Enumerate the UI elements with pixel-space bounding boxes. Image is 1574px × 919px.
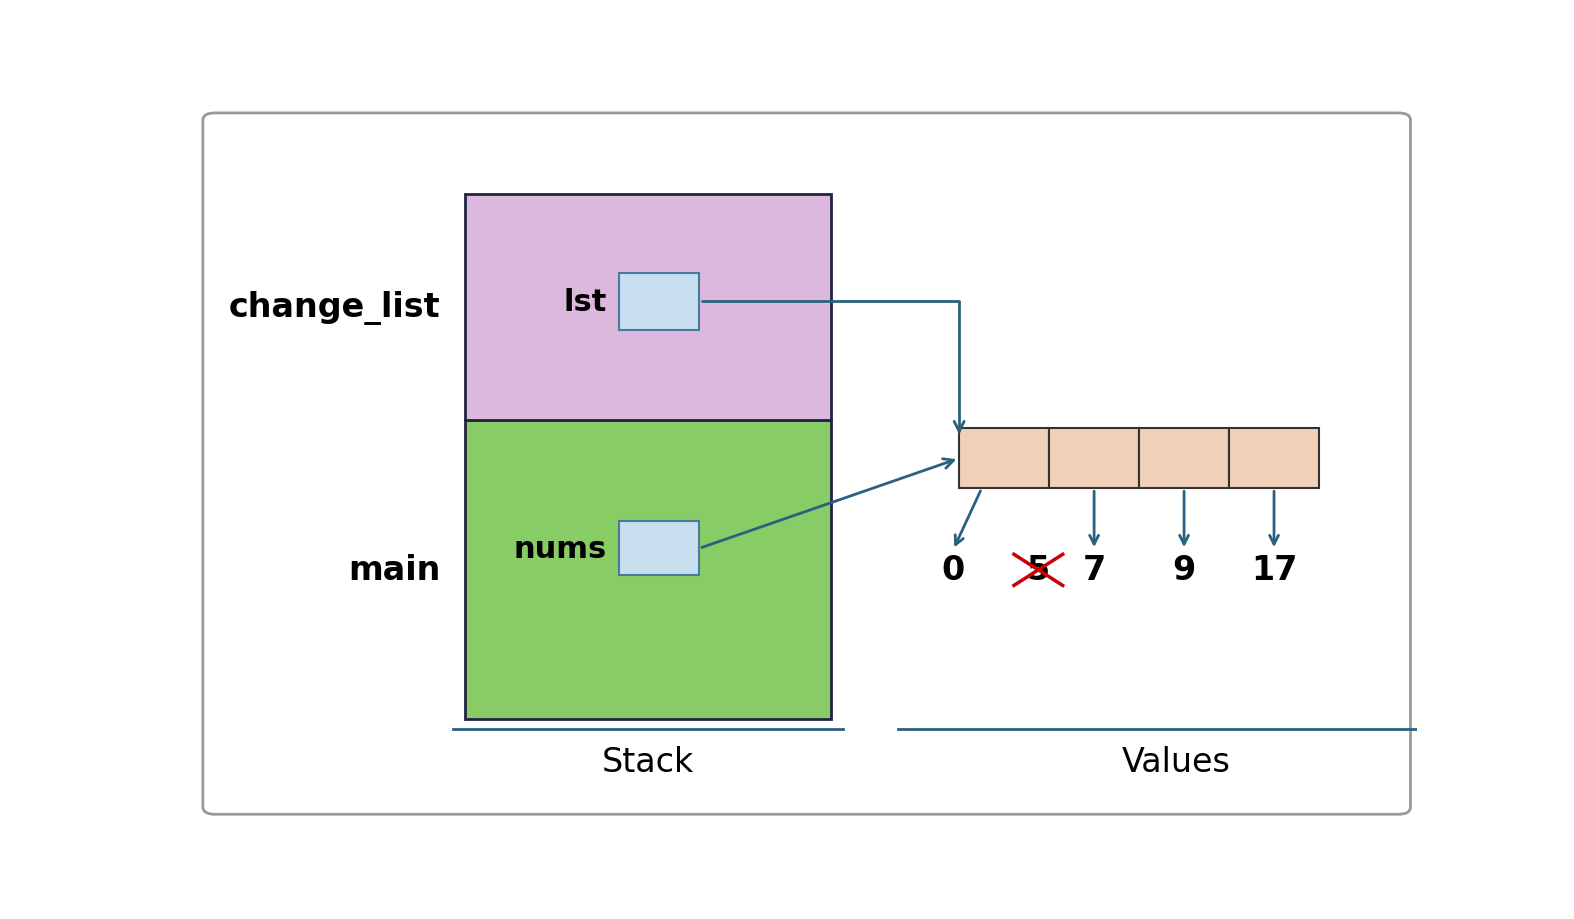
Text: nums: nums: [513, 534, 606, 563]
FancyBboxPatch shape: [203, 114, 1410, 814]
Text: 0: 0: [941, 554, 965, 586]
Bar: [1050, 428, 1140, 489]
Text: Values: Values: [1121, 744, 1231, 777]
Text: 7: 7: [1083, 554, 1105, 586]
Bar: [619, 522, 699, 575]
Polygon shape: [466, 195, 831, 420]
Text: change_list: change_list: [230, 290, 441, 324]
Polygon shape: [466, 420, 831, 719]
Text: lst: lst: [563, 288, 606, 317]
Bar: [1140, 428, 1229, 489]
Text: 9: 9: [1173, 554, 1196, 586]
Text: Stack: Stack: [601, 744, 694, 777]
Bar: [619, 274, 699, 330]
Text: main: main: [348, 553, 441, 586]
Text: 5: 5: [1026, 554, 1050, 586]
Bar: [1229, 428, 1319, 489]
Text: 17: 17: [1251, 554, 1297, 586]
Bar: [959, 428, 1050, 489]
